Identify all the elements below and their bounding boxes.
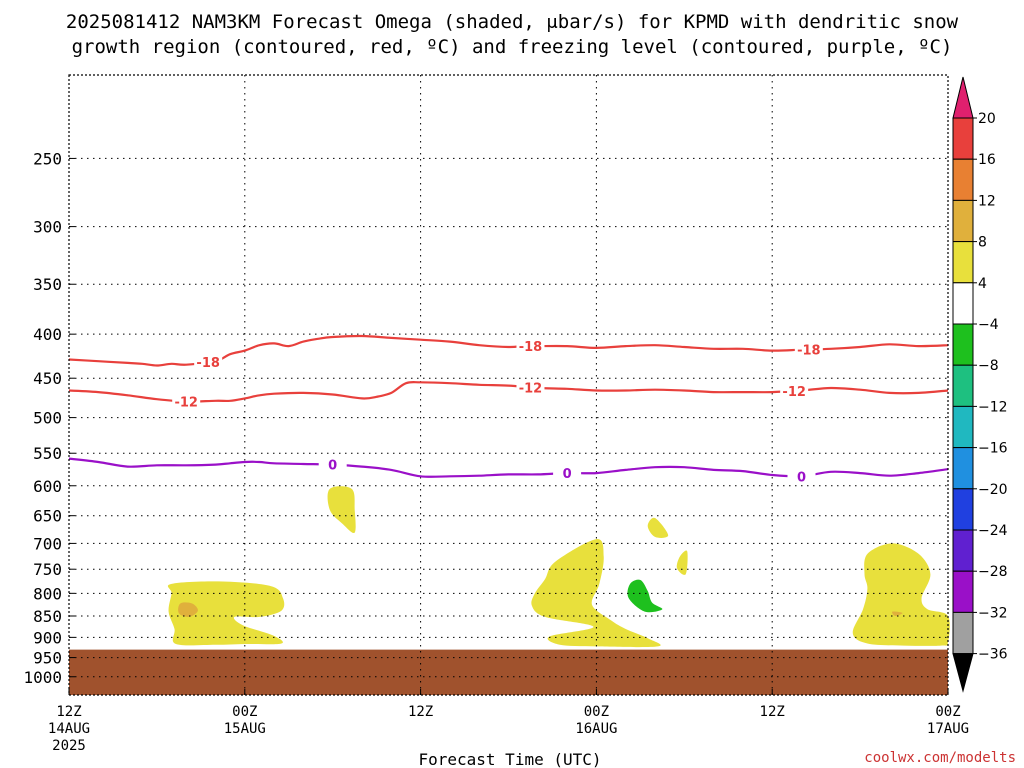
x-tick-label-0-1: 14AUG: [48, 721, 90, 737]
contour-1-label-bg-2: [780, 382, 809, 399]
contour-1-label-0: -12: [174, 396, 198, 411]
contour-2-label-bg-1: [553, 465, 582, 482]
x-tick-label-12-1: 15AUG: [224, 721, 266, 737]
colorbar-box-1: [952, 158, 974, 201]
x-tick-label-36-1: 16AUG: [575, 721, 617, 737]
x-tick-label-48-0: 12Z: [760, 704, 785, 720]
omega-region-1: [178, 602, 198, 617]
colorbar-label-13: −36: [978, 647, 1008, 663]
y-tick-label-250: 250: [33, 149, 62, 168]
omega-colorbar: 20 16 12 8 4 −4 −8 −12 −16 −20 −24 −28 −32 −36: [952, 76, 1008, 693]
contour-1-label-bg-0: [172, 393, 201, 410]
colorbar-label-10: −24: [978, 523, 1008, 539]
colorbar-label-9: −20: [978, 482, 1008, 498]
contour-lines: -18 -18 -18 -12 -12 -12 0 0 0: [68, 334, 949, 485]
colorbar-top-arrow: [952, 76, 974, 119]
colorbar-label-1: 16: [978, 152, 996, 168]
y-tick-label-550: 550: [33, 444, 62, 463]
x-tick-label-36-0: 00Z: [584, 704, 609, 720]
y-tick-label-750: 750: [33, 560, 62, 579]
colorbar-box-10: [952, 529, 974, 572]
colorbar-label-11: −28: [978, 564, 1008, 580]
colorbar-label-2: 12: [978, 193, 996, 209]
contour-1-label-bg-1: [516, 379, 545, 396]
colorbar-box-5: [952, 323, 974, 366]
colorbar-label-7: −12: [978, 399, 1008, 415]
colorbar-bottom-arrow: [952, 653, 974, 693]
contour-1-label-1: -12: [519, 381, 543, 396]
contour-0-label-2: -18: [797, 344, 821, 359]
omega-region-6: [627, 579, 663, 613]
contour-2-label-1: 0: [563, 467, 572, 482]
x-tick-label-12-0: 00Z: [232, 704, 257, 720]
colorbar-box-11: [952, 570, 974, 613]
colorbar-box-2: [952, 199, 974, 243]
y-tick-label-350: 350: [33, 275, 62, 294]
contour-0-label-bg-1: [516, 338, 545, 355]
x-tick-label-60-1: 17AUG: [927, 721, 969, 737]
y-tick-label-950: 950: [33, 649, 62, 668]
contour-0-label-1: -18: [519, 340, 543, 355]
colorbar-label-0: 20: [978, 111, 996, 127]
contour-2-label-bg-2: [787, 468, 816, 485]
contour-2-label-0: 0: [328, 459, 337, 474]
y-tick-label-700: 700: [33, 534, 62, 553]
colorbar-box-7: [952, 405, 974, 449]
contour-2-label-2: 0: [797, 470, 806, 485]
y-tick-label-1000: 1000: [23, 668, 62, 687]
colorbar-label-4: 4: [978, 276, 987, 292]
colorbar-label-8: −16: [978, 441, 1008, 457]
x-axis-label: Forecast Time (UTC): [418, 750, 601, 768]
plot-axes: 250 300 350 400 450 500 550 600 650 700 750 800 850 9…: [23, 74, 969, 754]
y-tick-label-500: 500: [33, 409, 62, 428]
contour-0-label-bg-2: [794, 341, 823, 358]
y-tick-label-400: 400: [33, 325, 62, 344]
colorbar-label-5: −4: [978, 317, 999, 333]
chart-title-line-2: growth region (contoured, red, ºC) and f…: [72, 36, 953, 58]
omega-region-2: [327, 486, 356, 534]
plot-frame: [68, 74, 949, 696]
omega-shading: [69, 486, 950, 695]
credit-text: coolwx.com/modelts: [864, 750, 1016, 766]
omega-region-3: [531, 539, 661, 648]
omega-region-7: [852, 543, 950, 646]
omega-region-0: [167, 581, 285, 646]
colorbar-box-6: [952, 364, 974, 407]
omega-region-4: [647, 517, 669, 538]
y-tick-label-900: 900: [33, 628, 62, 647]
colorbar-box-3: [952, 241, 974, 284]
ground-surface: [69, 649, 948, 695]
contour-1-line: [68, 380, 949, 403]
colorbar-box-9: [952, 488, 974, 531]
contour-0-label-0: -18: [196, 356, 220, 371]
colorbar-box-8: [952, 447, 974, 490]
contour-0-line: [68, 334, 949, 367]
colorbar-box-12: [952, 611, 974, 655]
x-tick-label-24-0: 12Z: [408, 704, 433, 720]
y-tick-label-300: 300: [33, 218, 62, 237]
chart-title-line-1: 2025081412 NAM3KM Forecast Omega (shaded…: [66, 11, 959, 33]
x-tick-label-60-0: 00Z: [935, 704, 960, 720]
contour-2-label-bg-0: [318, 456, 347, 473]
colorbar-label-12: −32: [978, 605, 1008, 621]
x-tick-label-0-2: 2025: [52, 738, 86, 754]
omega-region-8: [891, 611, 903, 617]
colorbar-label-3: 8: [978, 235, 987, 251]
gridlines: [69, 75, 948, 695]
contour-1-label-2: -12: [782, 385, 806, 400]
omega-region-5: [676, 550, 688, 575]
y-tick-label-650: 650: [33, 507, 62, 526]
colorbar-box-0: [952, 117, 974, 160]
y-tick-label-600: 600: [33, 477, 62, 496]
y-tick-label-800: 800: [33, 584, 62, 603]
y-tick-label-450: 450: [33, 369, 62, 388]
colorbar-label-6: −8: [978, 358, 999, 374]
contour-2-line: [68, 457, 949, 478]
colorbar-box-4: [952, 282, 974, 325]
contour-0-label-bg-0: [194, 354, 223, 371]
x-tick-label-0-0: 12Z: [56, 704, 81, 720]
y-tick-label-850: 850: [33, 607, 62, 626]
